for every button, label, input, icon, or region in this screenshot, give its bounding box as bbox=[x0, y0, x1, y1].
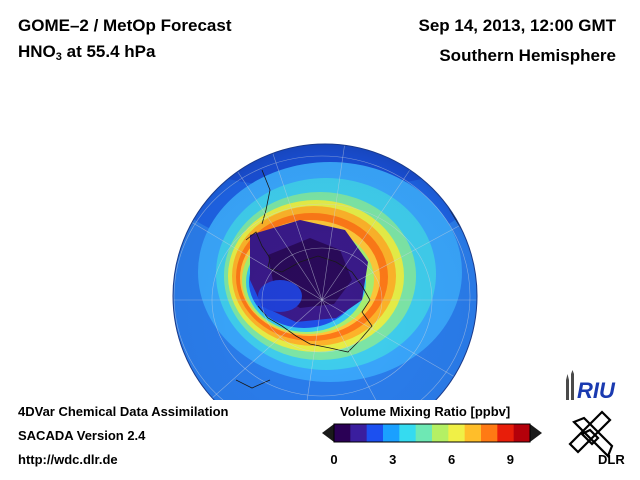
colorbar-min-arrow bbox=[322, 424, 334, 442]
colorbar-segment bbox=[432, 424, 449, 442]
colorbar-segment bbox=[366, 424, 384, 442]
hemisphere-label: Southern Hemisphere bbox=[439, 46, 616, 65]
polar-map bbox=[172, 143, 478, 400]
assimilation-label: 4DVar Chemical Data Assimilation bbox=[18, 404, 229, 419]
species-label: HNO3 at 55.4 hPa bbox=[18, 42, 156, 63]
colorbar-segment bbox=[448, 424, 466, 442]
colorbar-segment bbox=[350, 424, 368, 442]
dlr-cross-icon bbox=[568, 410, 614, 458]
colorbar-segment bbox=[334, 424, 351, 442]
website-link[interactable]: http://wdc.dlr.de bbox=[18, 452, 118, 467]
colorbar-segment bbox=[497, 424, 515, 442]
dlr-logo-text: DLR bbox=[598, 452, 625, 466]
forecast-date: Sep 14, 2013, 12:00 GMT bbox=[418, 16, 617, 35]
colorbar-frame bbox=[333, 423, 531, 443]
colorbar-title: Volume Mixing Ratio [ppbv] bbox=[340, 404, 511, 419]
colorbar-segment bbox=[383, 424, 400, 442]
colorbar-segment bbox=[481, 424, 498, 442]
colorbar-max-arrow bbox=[530, 424, 542, 442]
colorbar-tick-label: 6 bbox=[447, 452, 456, 467]
colorbar bbox=[322, 423, 542, 443]
forecast-title: GOME–2 / MetOp Forecast bbox=[18, 16, 232, 35]
colorbar-segment bbox=[464, 424, 482, 442]
colorbar-segment bbox=[513, 424, 531, 442]
riu-logo: RIU bbox=[566, 370, 616, 403]
riu-cathedral-icon bbox=[566, 370, 574, 400]
colorbar-tick-label: 9 bbox=[506, 452, 515, 467]
colorbar-tick-label: 3 bbox=[389, 452, 397, 467]
colorbar-tick-label: 0 bbox=[330, 452, 338, 467]
dlr-logo: DLR bbox=[568, 410, 625, 466]
colorbar-segment bbox=[415, 424, 433, 442]
colorbar-segment bbox=[399, 424, 417, 442]
globe-field bbox=[173, 144, 477, 400]
version-label: SACADA Version 2.4 bbox=[18, 428, 146, 443]
riu-logo-text: RIU bbox=[577, 378, 616, 403]
